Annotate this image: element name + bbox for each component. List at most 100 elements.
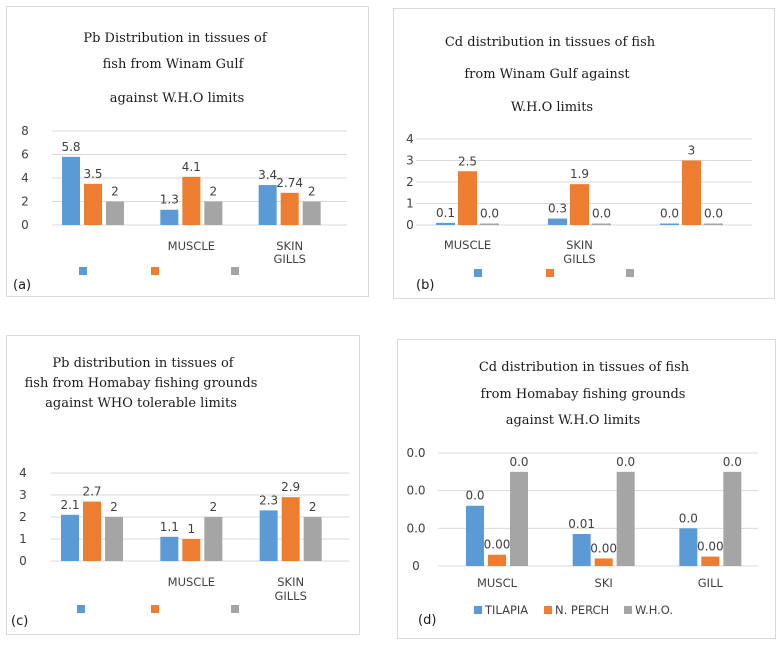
y-tick-label: 4 bbox=[21, 171, 29, 185]
chart-title-line: against WHO tolerable limits bbox=[45, 396, 237, 411]
category-label: MUSCLE bbox=[444, 238, 491, 252]
data-label: 0.0 bbox=[704, 207, 723, 221]
bar bbox=[61, 514, 79, 561]
chart-title-line: Pb Distribution in tissues of bbox=[83, 31, 267, 46]
y-tick-label: 2 bbox=[21, 195, 29, 209]
legend-swatch bbox=[474, 269, 482, 277]
panel-label: (a) bbox=[13, 278, 32, 293]
y-tick-label: 2 bbox=[406, 175, 414, 189]
legend-swatch bbox=[624, 606, 632, 614]
chart-title-line: Pb distribution in tissues of bbox=[52, 356, 234, 371]
data-label: 5.8 bbox=[61, 140, 80, 154]
data-label: 2.5 bbox=[458, 154, 477, 168]
data-label: 0.1 bbox=[436, 206, 455, 220]
legend-swatch bbox=[79, 267, 87, 275]
chart-panel-b: Cd distribution in tissues of fish from … bbox=[393, 8, 775, 299]
category-label: MUSCLE bbox=[168, 575, 215, 589]
category-label: GILL bbox=[698, 576, 724, 590]
data-label: 2.7 bbox=[82, 485, 101, 499]
chart-title-line: Cd distribution in tissues of fish bbox=[444, 35, 656, 50]
data-label: 2.74 bbox=[276, 176, 303, 190]
chart-title-line: Cd distribution in tissues of fish bbox=[478, 360, 690, 375]
data-label: 3.5 bbox=[83, 167, 102, 181]
bar bbox=[182, 176, 201, 225]
bar bbox=[592, 223, 611, 225]
y-tick-label: 0.0 bbox=[406, 484, 425, 498]
category-label: GILLS bbox=[273, 252, 305, 266]
bar bbox=[480, 223, 499, 225]
chart-title-line: against W.H.O limits bbox=[109, 91, 245, 106]
y-tick-label: 6 bbox=[21, 148, 29, 162]
y-tick-label: 0 bbox=[412, 559, 420, 573]
legend-label: N. PERCH bbox=[555, 603, 609, 617]
y-tick-label: 0 bbox=[406, 218, 414, 232]
data-label: 0.0 bbox=[592, 207, 611, 221]
bar bbox=[704, 223, 723, 225]
chart-panel-d: Cd distribution in tissues of fish from … bbox=[397, 339, 776, 639]
category-label: SKIN bbox=[566, 238, 593, 252]
chart-title-line: against W.H.O limits bbox=[505, 413, 641, 428]
bar bbox=[723, 471, 742, 566]
category-label: SKI bbox=[595, 576, 613, 590]
data-label: 2 bbox=[210, 185, 218, 199]
legend-label: W.H.O. bbox=[635, 603, 673, 617]
data-label: 0.0 bbox=[509, 455, 528, 469]
data-label: 2.3 bbox=[259, 493, 278, 507]
panel-label: (b) bbox=[416, 278, 435, 293]
bar bbox=[204, 201, 223, 225]
data-label: 2 bbox=[111, 185, 119, 199]
bar bbox=[570, 184, 589, 225]
bar bbox=[83, 501, 101, 561]
data-label: 1.3 bbox=[160, 193, 179, 207]
bar bbox=[160, 209, 179, 225]
chart-title-line: fish from Homabay fishing grounds bbox=[24, 376, 258, 391]
category-label: MUSCLE bbox=[168, 239, 215, 253]
data-label: 0.0 bbox=[723, 455, 742, 469]
bar bbox=[303, 517, 322, 561]
bar bbox=[182, 539, 201, 561]
data-label: 0.00 bbox=[697, 540, 724, 554]
y-tick-label: 0 bbox=[21, 218, 29, 232]
data-label: 2 bbox=[309, 500, 317, 514]
y-tick-label: 0.0 bbox=[406, 446, 425, 460]
data-label: 2 bbox=[210, 500, 218, 514]
y-tick-label: 1 bbox=[406, 197, 414, 211]
category-label: MUSCL bbox=[477, 576, 518, 590]
bar bbox=[682, 160, 701, 225]
bar bbox=[84, 183, 102, 225]
bar bbox=[660, 223, 679, 225]
legend-swatch bbox=[151, 267, 159, 275]
chart-title-line: from Homabay fishing grounds bbox=[480, 387, 686, 402]
data-label: 0.00 bbox=[590, 541, 617, 555]
plot-area: 0 2 4 6 8 5.8 1.3 3.4 3.5 4.1 2.74 2 2 2 MUSCLE SKINGIL… bbox=[21, 124, 347, 275]
bar bbox=[572, 533, 591, 566]
legend-swatch bbox=[151, 605, 159, 613]
data-label: 3 bbox=[688, 144, 696, 158]
y-tick-label: 2 bbox=[19, 510, 27, 524]
bar bbox=[701, 556, 720, 566]
data-label: 0.0 bbox=[480, 207, 499, 221]
y-tick-label: 4 bbox=[406, 132, 414, 146]
data-label: 0.3 bbox=[548, 202, 567, 216]
legend-swatch bbox=[546, 269, 554, 277]
y-tick-label: 3 bbox=[19, 488, 27, 502]
bar bbox=[105, 517, 123, 561]
y-tick-label: 0.0 bbox=[406, 521, 425, 535]
panel-label: (c) bbox=[11, 614, 29, 629]
chart-panel-a: Pb Distribution in tissues of fish from … bbox=[6, 6, 369, 297]
legend-swatch bbox=[231, 605, 239, 613]
bar bbox=[302, 201, 321, 225]
legend-swatch bbox=[544, 606, 552, 614]
bar bbox=[280, 192, 299, 225]
y-tick-label: 8 bbox=[21, 124, 29, 138]
y-tick-label: 0 bbox=[19, 554, 27, 568]
bar bbox=[204, 517, 223, 561]
bar bbox=[616, 471, 635, 566]
bar bbox=[281, 497, 300, 561]
y-tick-label: 3 bbox=[406, 154, 414, 168]
chart-panel-c: Pb distribution in tissues of fish from … bbox=[6, 335, 360, 635]
data-label: 2.1 bbox=[60, 498, 79, 512]
chart-title-line: fish from Winam Gulf bbox=[102, 57, 244, 72]
bar bbox=[679, 528, 698, 566]
